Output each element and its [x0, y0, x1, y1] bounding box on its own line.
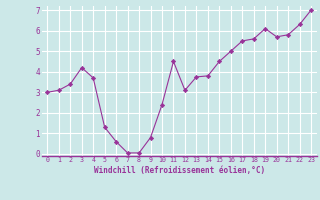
X-axis label: Windchill (Refroidissement éolien,°C): Windchill (Refroidissement éolien,°C): [94, 166, 265, 175]
